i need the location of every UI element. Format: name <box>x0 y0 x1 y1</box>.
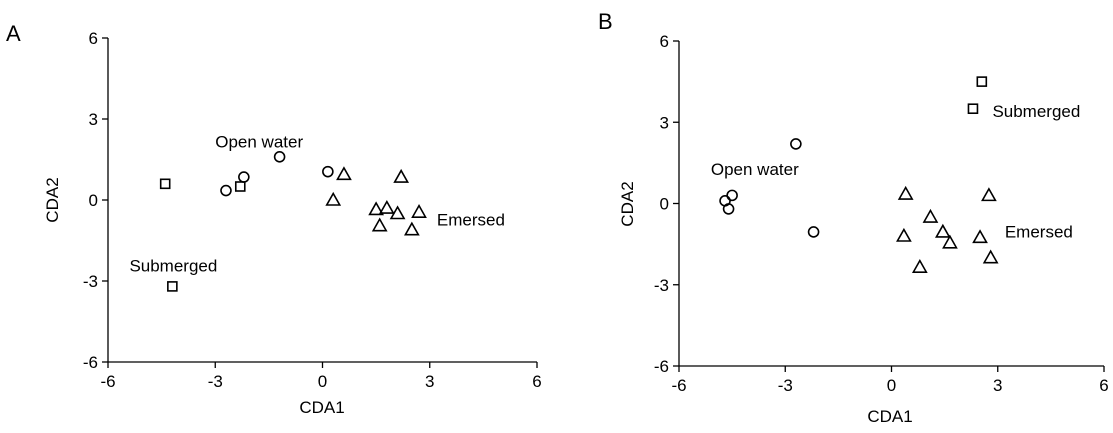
panel-a-circle-point <box>273 151 286 163</box>
panel-b-triangle-point <box>934 223 951 238</box>
panel-b-annotation-submerged: Submerged <box>992 102 1080 121</box>
panel-a-triangle-point <box>325 191 342 206</box>
panel-a-triangle-point <box>404 221 420 236</box>
panel-a-y-tick-label: 0 <box>89 191 98 210</box>
panel-a-square-point <box>167 281 178 292</box>
panel-a: A -6 -3 0 3 6 -6 -3 0 3 6 Open water Submerged Emer… <box>6 21 542 417</box>
panel-b-x-axis-title: CDA1 <box>867 407 912 426</box>
panel-b-y-tick-label: -6 <box>654 357 669 376</box>
panel-a-x-tick-label: 6 <box>532 372 541 391</box>
panel-b-y-tick-label: 0 <box>660 195 669 214</box>
panel-a-triangle-point <box>378 199 395 214</box>
panel-b-annotation-open-water: Open water <box>711 160 799 179</box>
panel-a-triangle-point <box>411 204 427 218</box>
panel-a-x-tick-label: -6 <box>100 372 115 391</box>
panel-b-label: B <box>598 9 613 34</box>
panel-b-circle-point <box>722 203 735 215</box>
panel-a-square-point <box>159 178 171 190</box>
panel-b-x-tick-label: 0 <box>887 376 896 395</box>
panel-b-annotations: Submerged Open water Emersed <box>711 102 1080 242</box>
panel-a-y-tick-label: -3 <box>83 272 98 291</box>
panel-b-triangle-point <box>972 229 988 244</box>
panel-a-y-tick-label: 3 <box>89 110 98 129</box>
panel-a-ticks: -6 -3 0 3 6 -6 -3 0 3 6 <box>83 29 542 391</box>
panel-b-x-tick-label: 3 <box>993 376 1002 395</box>
panel-b-triangle-point <box>896 227 912 242</box>
panel-b-triangle-point <box>911 259 928 273</box>
panel-b: B -6 -3 0 3 6 -6 -3 0 3 6 Submerged Open water Emer… <box>598 9 1109 426</box>
panel-a-annotation-open-water: Open water <box>215 132 303 151</box>
panel-b-y-tick-label: 6 <box>660 32 669 51</box>
panel-b-x-tick-label: -3 <box>778 376 793 395</box>
panel-a-x-tick-label: -3 <box>208 372 223 391</box>
panel-b-circle-point <box>726 189 738 202</box>
panel-b-triangle-point <box>982 249 999 264</box>
panel-b-points <box>719 76 999 273</box>
panel-a-circle-point <box>220 184 232 197</box>
panel-a-y-tick-label: 6 <box>89 29 98 48</box>
panel-a-annotations: Open water Submerged Emersed <box>129 132 504 275</box>
panel-b-x-tick-label: -6 <box>671 376 686 395</box>
panel-a-triangle-point <box>393 168 410 183</box>
panel-b-square-point <box>967 103 979 115</box>
panel-b-square-point <box>976 76 988 87</box>
panel-b-ticks: -6 -3 0 3 6 -6 -3 0 3 6 <box>654 32 1109 395</box>
panel-a-points <box>159 151 427 292</box>
panel-a-triangle-point <box>371 217 388 232</box>
panel-b-x-tick-label: 6 <box>1099 376 1108 395</box>
panel-a-x-tick-label: 3 <box>425 372 434 391</box>
panel-a-y-tick-label: -6 <box>83 353 98 372</box>
panel-a-triangle-point <box>368 201 384 216</box>
panel-b-annotation-emersed: Emersed <box>1005 222 1073 241</box>
panel-b-triangle-point <box>897 185 914 200</box>
panel-a-square-point <box>234 181 246 192</box>
panel-a-x-axis-title: CDA1 <box>299 398 344 417</box>
panel-a-triangle-point <box>336 166 352 181</box>
panel-a-annotation-submerged: Submerged <box>129 257 217 276</box>
panel-a-label: A <box>6 21 21 46</box>
panel-b-y-axis-title: CDA2 <box>618 181 637 226</box>
panel-b-circle-point <box>790 138 802 150</box>
panel-b-y-tick-label: 3 <box>660 113 669 132</box>
panel-a-x-tick-label: 0 <box>318 372 327 391</box>
panel-a-annotation-emersed: Emersed <box>437 211 505 230</box>
panel-b-circle-point <box>807 226 820 238</box>
panel-b-axes <box>678 41 1104 367</box>
panel-b-triangle-point <box>981 187 997 202</box>
panel-a-triangle-point <box>389 205 406 220</box>
panel-b-y-tick-label: -3 <box>654 276 669 295</box>
panel-a-circle-point <box>238 171 250 183</box>
panel-a-y-axis-title: CDA2 <box>43 177 62 222</box>
panel-b-triangle-point <box>922 208 939 223</box>
panel-b-triangle-point <box>942 234 958 249</box>
panel-a-circle-point <box>322 165 334 178</box>
panel-a-axes <box>107 38 537 363</box>
